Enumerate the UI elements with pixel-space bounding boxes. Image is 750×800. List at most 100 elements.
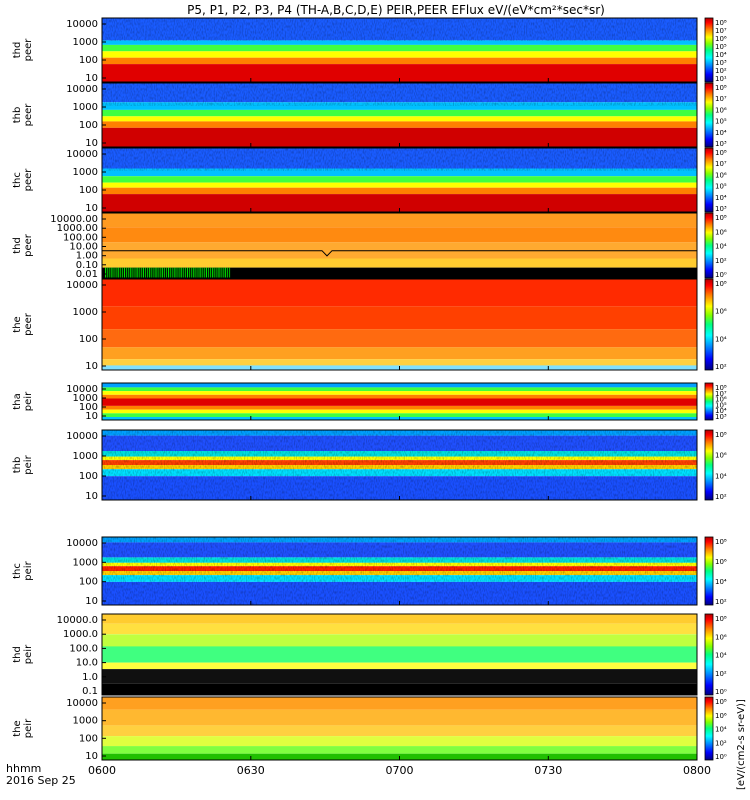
y-tick-label: 1000 xyxy=(73,307,98,318)
colorbar-tick-label: 10³ xyxy=(715,140,727,148)
spectrogram-band xyxy=(102,182,697,188)
colorbar-tick-label: 10³ xyxy=(715,59,727,67)
y-axis-label: thc xyxy=(12,563,23,579)
panel-thd-peir: 10000.0 1000.0 100.0 10.0 1.0 0.1 thd peir 10⁸ 10… xyxy=(12,613,727,697)
y-tick-label: 100 xyxy=(79,185,98,196)
y-axis-label: thc xyxy=(12,172,23,188)
colorbar-tick-label: 10⁶ xyxy=(715,633,727,641)
y-tick-label: 10.00 xyxy=(69,242,98,253)
spectrogram-band xyxy=(102,267,697,278)
flag-mark xyxy=(201,267,203,278)
y-tick-label: 1000 xyxy=(73,37,98,48)
spectrogram-band xyxy=(102,405,697,410)
y-tick-label: 10 xyxy=(85,73,98,84)
flag-mark xyxy=(214,267,216,278)
colorbar xyxy=(704,147,714,213)
flag-mark xyxy=(107,267,109,278)
colorbar-tick-label: 10⁷ xyxy=(715,160,727,168)
spectrogram-band xyxy=(102,662,697,670)
y-tick-label: 10000 xyxy=(66,384,98,395)
colorbar-tick-label: 10⁶ xyxy=(715,396,727,404)
y-tick-label: 1000 xyxy=(73,716,98,727)
colorbar-tick-label: 10⁸ xyxy=(715,19,727,27)
flag-mark xyxy=(153,267,155,278)
spectrogram-band xyxy=(102,258,697,268)
colorbar-tick-label: 10² xyxy=(715,257,727,265)
flag-mark xyxy=(189,267,191,278)
flag-mark xyxy=(130,267,132,278)
colorbar-tick-label: 10⁴ xyxy=(715,726,727,734)
spectrogram-band xyxy=(102,329,697,348)
flag-mark xyxy=(222,267,224,278)
y-tick-label: 10000 xyxy=(66,84,98,95)
flag-mark xyxy=(121,267,123,278)
flag-mark xyxy=(138,267,140,278)
panel-the-peer: 10000 1000 100 10 the peer 10⁸ 10⁶ 10⁴ 10² xyxy=(12,278,727,372)
colorbar-tick-label: 10⁵ xyxy=(715,43,727,51)
flag-mark xyxy=(163,267,165,278)
flag-mark xyxy=(216,267,218,278)
figure-title: P5, P1, P2, P3, P4 (TH-A,B,C,D,E) PEIR,P… xyxy=(187,3,605,17)
flag-mark xyxy=(197,267,199,278)
panel-thb-peer: 10000 1000 100 10 thb peer 10⁸ 10⁷ 10⁶ 10⁵ 10⁴ 10³ xyxy=(12,82,727,149)
spectrogram-band xyxy=(102,409,697,414)
spectrogram-band xyxy=(102,127,697,147)
colorbar xyxy=(704,278,714,371)
colorbar-tick-label: 10⁸ xyxy=(715,280,727,288)
flag-mark xyxy=(157,267,159,278)
colorbar-tick-label: 10³ xyxy=(715,205,727,213)
spectrogram-band xyxy=(102,725,697,737)
y-tick-label: 100 xyxy=(79,733,98,744)
noise-texture xyxy=(102,18,697,41)
x-axis-label-line1: hhmm xyxy=(6,762,41,775)
flag-mark xyxy=(155,267,157,278)
x-tick-label: 0730 xyxy=(534,764,562,777)
y-axis-label: peer xyxy=(23,168,34,192)
y-tick-label: 0.01 xyxy=(76,269,98,280)
spacecraft-potential-line xyxy=(102,250,697,257)
flag-mark xyxy=(176,267,178,278)
y-axis-label: peir xyxy=(23,454,34,474)
y-tick-label: 100 xyxy=(79,402,98,413)
spectrogram-band xyxy=(102,683,697,695)
colorbar-tick-label: 10⁸ xyxy=(715,698,727,706)
colorbar xyxy=(704,212,714,279)
colorbar-tick-label: 10⁸ xyxy=(715,431,727,439)
colorbar-tick-label: 10⁸ xyxy=(715,149,727,157)
colorbar xyxy=(704,696,714,761)
y-axis-label: peer xyxy=(23,103,34,127)
flag-mark xyxy=(193,267,195,278)
y-axis-label: peer xyxy=(23,312,34,336)
y-axis-label: thd xyxy=(12,646,23,663)
spectrogram-band xyxy=(102,391,697,395)
spectrogram-band xyxy=(102,646,697,663)
noise-texture xyxy=(102,430,697,500)
spectrogram-band xyxy=(102,306,697,330)
noise-texture xyxy=(102,537,697,605)
flag-mark xyxy=(136,267,138,278)
y-axis-label: peir xyxy=(23,718,34,738)
y-tick-label: 10 xyxy=(85,361,98,372)
flag-mark xyxy=(142,267,144,278)
flag-mark xyxy=(140,267,142,278)
flag-mark xyxy=(212,267,214,278)
flag-mark xyxy=(199,267,201,278)
spectrogram-band xyxy=(102,116,697,122)
spectrogram-band xyxy=(102,746,697,754)
spectrogram-band xyxy=(102,736,697,747)
colorbar-tick-label: 10⁵ xyxy=(715,401,727,409)
flag-mark xyxy=(226,267,228,278)
flag-mark xyxy=(119,267,121,278)
colorbar-tick-label: 10² xyxy=(715,670,727,678)
flag-mark xyxy=(128,267,130,278)
colorbar-tick-label: 10³ xyxy=(715,413,727,421)
y-tick-label: 100.00 xyxy=(63,232,98,243)
spectrogram-band xyxy=(102,614,697,624)
spectrogram-band xyxy=(102,623,697,635)
colorbar-tick-label: 10⁶ xyxy=(715,228,727,236)
y-axis-label: peir xyxy=(23,391,34,411)
colorbar-tick-label: 10⁴ xyxy=(715,243,727,251)
flag-mark xyxy=(178,267,180,278)
spectrogram-band xyxy=(102,40,697,45)
colorbar xyxy=(704,82,714,148)
